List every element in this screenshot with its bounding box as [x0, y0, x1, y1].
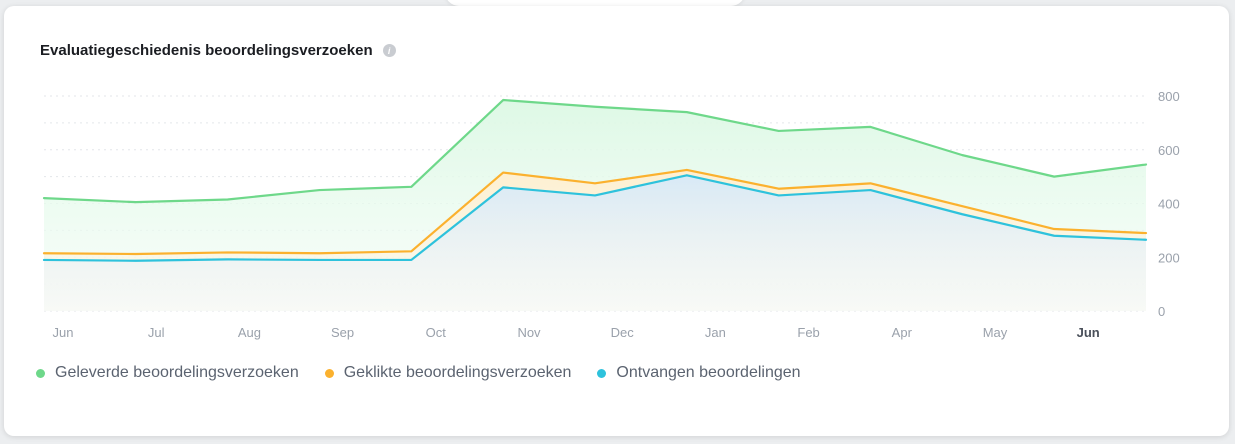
y-tick-label: 800 — [1158, 89, 1180, 104]
series-line[interactable] — [42, 98, 1148, 204]
info-icon[interactable]: i — [382, 44, 396, 57]
x-tick-label: Feb — [797, 325, 819, 340]
legend-label: Geklikte beoordelingsverzoeken — [343, 364, 572, 381]
x-tick-label: Apr — [892, 325, 913, 340]
legend-dot-icon — [324, 368, 334, 378]
line-layer — [42, 98, 1148, 262]
x-tick-label: Jul — [148, 325, 165, 340]
y-tick-label: 400 — [1158, 197, 1180, 212]
legend-label: Geleverde beoordelingsverzoeken — [55, 364, 299, 381]
y-tick-labels: 800 600 400 200 0 — [1158, 89, 1180, 319]
x-tick-label: Nov — [517, 325, 541, 340]
legend-item[interactable]: Ontvangen beoordelingen — [597, 364, 801, 382]
series-line[interactable] — [42, 168, 1148, 256]
chart-legend: Geleverde beoordelingsverzoeken Geklikte … — [36, 364, 827, 382]
legend-dot-icon — [36, 368, 45, 378]
x-tick-label: Jun — [53, 325, 74, 340]
x-tick-label: Dec — [611, 325, 635, 340]
legend-label: Ontvangen beoordelingen — [616, 364, 801, 381]
y-tick-label: 200 — [1158, 250, 1180, 265]
x-tick-label: May — [983, 325, 1008, 340]
x-tick-label: Jan — [705, 325, 726, 340]
y-tick-label: 600 — [1158, 143, 1180, 158]
x-tick-label: Sep — [331, 325, 354, 340]
x-tick-labels: Jun Jul Aug Sep Oct Nov Dec Jan Feb Apr May Jun — [53, 325, 1100, 340]
chart-title-row: Evaluatiegeschiedenis beoordelingsverzoe… — [40, 42, 396, 59]
y-tick-label: 0 — [1158, 304, 1165, 319]
series-area — [44, 175, 1146, 311]
legend-item[interactable]: Geleverde beoordelingsverzoeken — [36, 364, 299, 382]
x-tick-label: Oct — [426, 325, 447, 340]
x-tick-label: Aug — [238, 325, 261, 340]
legend-dot-icon — [597, 368, 607, 378]
chart-title: Evaluatiegeschiedenis beoordelingsverzoe… — [40, 42, 373, 59]
series-line[interactable] — [42, 174, 1148, 262]
top-tab-edge — [445, 0, 745, 6]
x-tick-label: Jun — [1077, 325, 1100, 340]
legend-item[interactable]: Geklikte beoordelingsverzoeken — [324, 364, 572, 382]
area-layer — [44, 100, 1146, 311]
